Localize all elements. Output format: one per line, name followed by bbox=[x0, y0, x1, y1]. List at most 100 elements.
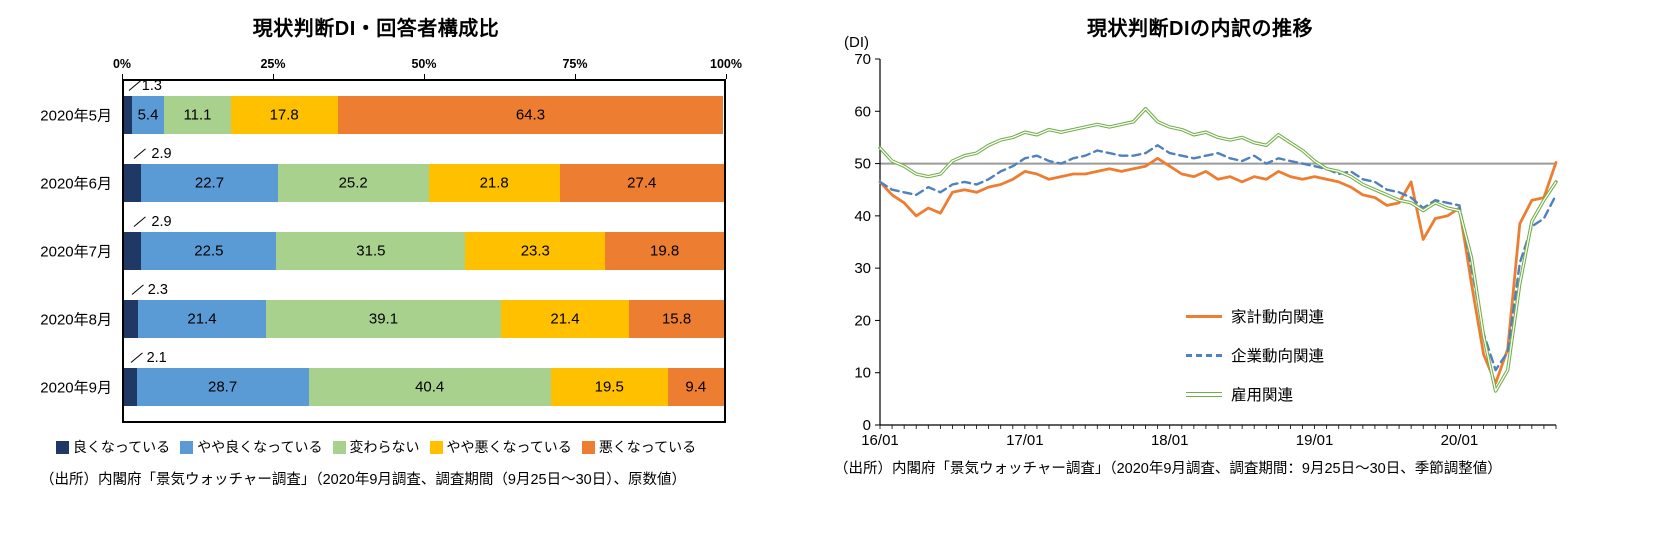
bar-row: 2020年8月 21.4 39.1 21.4 15.8 2.3 bbox=[40, 282, 724, 353]
legend-line-sample-icon bbox=[1186, 353, 1222, 357]
bar-segment-1 bbox=[124, 232, 142, 270]
legend-label: 雇用関連 bbox=[1231, 387, 1294, 404]
bar-segment-1 bbox=[124, 96, 132, 134]
bar-callout-label: 1.3 bbox=[141, 78, 162, 94]
bar-value-label: 64.3 bbox=[515, 106, 546, 124]
bar-segment-1 bbox=[124, 164, 142, 202]
y-tick-label: 60 bbox=[854, 103, 871, 120]
bar-value-label: 19.5 bbox=[594, 378, 624, 396]
bar-value-label: 28.7 bbox=[207, 378, 238, 396]
bar-callout-label: 2.9 bbox=[151, 146, 172, 162]
bar-value-label: 22.7 bbox=[194, 174, 225, 192]
line-series-2-inner bbox=[879, 108, 1557, 392]
legend-label: 悪くなっている bbox=[598, 439, 697, 455]
bar-segment-3: 40.4 bbox=[308, 368, 551, 406]
callout-leader-line bbox=[133, 148, 146, 159]
bar-value-label: 23.3 bbox=[520, 242, 550, 260]
bar-segment-5: 64.3 bbox=[337, 96, 724, 134]
legend-item: 家計動向関連 bbox=[1186, 305, 1324, 327]
legend-label: 企業動向関連 bbox=[1231, 348, 1325, 365]
legend-label: 家計動向関連 bbox=[1231, 309, 1325, 326]
legend-swatch-icon bbox=[55, 440, 69, 454]
category-label: 2020年6月 bbox=[40, 175, 112, 193]
category-label: 2020年8月 bbox=[40, 311, 112, 329]
callout-leader-line bbox=[130, 352, 144, 363]
bar-value-label: 25.2 bbox=[338, 174, 368, 192]
bar-segment-3: 11.1 bbox=[164, 96, 231, 134]
legend-item: 企業動向関連 bbox=[1186, 344, 1324, 366]
bar-segment-3: 39.1 bbox=[266, 300, 501, 338]
bar-value-label: 19.8 bbox=[649, 242, 680, 260]
bar-segment-3: 25.2 bbox=[277, 164, 429, 202]
bar-segment-5: 9.4 bbox=[667, 368, 724, 406]
line-chart-section: 現状判断DIの内訳の推移 (DI) 0 10 20 30 40 50 60 70 16/01 17… bbox=[826, 12, 1574, 478]
y-axis-unit-label: (DI) bbox=[844, 34, 869, 51]
bar-x-tick-label: 75% bbox=[562, 57, 588, 71]
callout-leader-line bbox=[128, 80, 141, 91]
legend-item: 良くなっている bbox=[55, 437, 170, 457]
x-tick-label: 20/01 bbox=[1441, 432, 1479, 449]
bar-segment-4: 17.8 bbox=[230, 96, 338, 134]
bar-chart-section: 現状判断DI・回答者構成比 0% 25% 50% 75% 100% 2020年5月 5.4… bbox=[26, 12, 742, 489]
bar-callout-label: 2.3 bbox=[147, 282, 168, 298]
x-tick-label: 17/01 bbox=[1006, 432, 1044, 449]
bar-x-tick-mark bbox=[574, 74, 576, 79]
bar-x-tick-mark bbox=[272, 74, 274, 79]
callout-leader-line bbox=[133, 216, 146, 227]
bar-plot-area: 2020年5月 5.4 11.1 17.8 64.3 1.3 2020年6月 22.7 25.2… bbox=[40, 78, 726, 423]
category-label: 2020年5月 bbox=[40, 107, 112, 125]
category-label: 2020年9月 bbox=[40, 379, 112, 397]
bar-segment-5: 27.4 bbox=[559, 164, 724, 202]
legend-swatch-icon bbox=[581, 440, 595, 454]
bar-segment-2: 22.7 bbox=[141, 164, 278, 202]
bar-chart-legend: 良くなっている やや良くなっている 変わらない やや悪くなっている 悪くなっている bbox=[26, 437, 726, 457]
stacked-bar: 28.7 40.4 19.5 9.4 2.1 bbox=[124, 350, 724, 406]
legend-swatch-icon bbox=[180, 440, 194, 454]
bar-value-label: 21.4 bbox=[187, 310, 217, 328]
bar-segment-5: 15.8 bbox=[629, 300, 724, 338]
y-tick-label: 70 bbox=[854, 51, 871, 68]
line-chart-source-note: （出所）内閣府「景気ウォッチャー調査」（2020年9月調査、調査期間：9月25日… bbox=[834, 461, 1502, 477]
bar-x-tick-label: 25% bbox=[260, 57, 286, 71]
bar-segment-4: 21.4 bbox=[500, 300, 630, 338]
bar-segment-2: 28.7 bbox=[136, 368, 309, 406]
y-tick-label: 40 bbox=[854, 208, 871, 225]
line-plot: 0 10 20 30 40 50 60 70 16/01 17/01 18/01 19/01 20/01 bbox=[854, 51, 1558, 449]
legend-line-sample-icon bbox=[1186, 314, 1222, 318]
bar-row: 2020年6月 22.7 25.2 21.8 27.4 2.9 bbox=[40, 146, 724, 217]
legend-label: やや良くなっている bbox=[197, 439, 323, 455]
legend-line-sample-icon bbox=[1186, 391, 1222, 397]
y-tick-label: 20 bbox=[854, 312, 871, 329]
bar-segment-2: 5.4 bbox=[131, 96, 165, 134]
bar-segment-3: 31.5 bbox=[276, 232, 466, 270]
bar-value-label: 22.5 bbox=[194, 242, 224, 260]
stacked-bar: 21.4 39.1 21.4 15.8 2.3 bbox=[124, 282, 724, 338]
legend-item: やや良くなっている bbox=[180, 437, 323, 457]
bar-value-label: 31.5 bbox=[356, 242, 386, 260]
bar-callout-label: 2.1 bbox=[146, 350, 167, 366]
y-tick-label: 50 bbox=[854, 156, 871, 173]
y-tick-label: 10 bbox=[854, 365, 871, 382]
bar-segment-1 bbox=[124, 300, 138, 338]
legend-label: やや悪くなっている bbox=[446, 439, 572, 455]
bar-value-label: 39.1 bbox=[368, 310, 399, 328]
bar-value-label: 5.4 bbox=[137, 106, 159, 124]
stacked-bar: 22.7 25.2 21.8 27.4 2.9 bbox=[124, 146, 724, 202]
legend-item: 雇用関連 bbox=[1186, 383, 1324, 405]
bar-segment-2: 22.5 bbox=[141, 232, 277, 270]
bar-x-tick-mark bbox=[121, 74, 123, 79]
bar-value-label: 15.8 bbox=[661, 310, 692, 328]
line-series-1 bbox=[878, 144, 1558, 372]
bar-x-tick-label: 50% bbox=[411, 57, 437, 71]
bar-value-label: 21.4 bbox=[550, 310, 580, 328]
bar-segment-5: 19.8 bbox=[605, 232, 724, 270]
bar-row: 2020年7月 22.5 31.5 23.3 19.8 2.9 bbox=[40, 214, 724, 285]
legend-item: 変わらない bbox=[332, 437, 420, 457]
bar-value-label: 11.1 bbox=[183, 106, 212, 124]
bar-chart-title: 現状判断DI・回答者構成比 bbox=[252, 18, 500, 40]
bar-value-label: 9.4 bbox=[685, 378, 707, 396]
bar-segment-4: 23.3 bbox=[465, 232, 606, 270]
y-tick-label: 0 bbox=[863, 417, 871, 434]
bar-chart-source-note: （出所）内閣府「景気ウォッチャー調査」（2020年9月調査、調査期間（9月25日… bbox=[40, 472, 686, 488]
line-series-0 bbox=[878, 156, 1558, 385]
